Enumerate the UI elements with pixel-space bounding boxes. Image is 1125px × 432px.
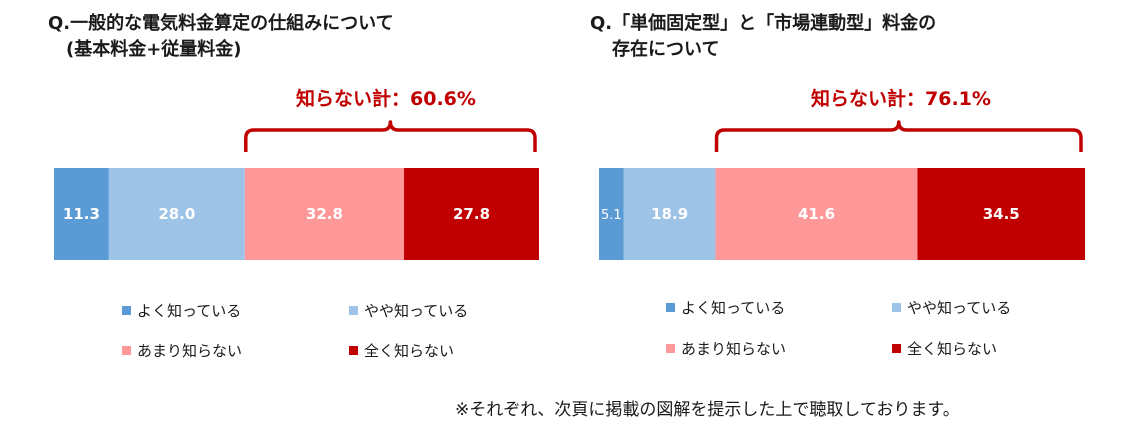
legend-swatch-yoku (666, 303, 675, 312)
chart1-bar-segment-3 (404, 168, 539, 260)
legend-swatch-yaya (892, 303, 901, 312)
chart2-legend-item-yoku: よく知っている (666, 297, 785, 318)
chart2-bar-segment-3 (917, 168, 1085, 260)
legend-label: 全く知らない (907, 340, 998, 358)
chart1-brace (244, 120, 537, 152)
legend-label: よく知っている (137, 302, 242, 320)
chart2-title-line2: 存在について (612, 39, 720, 60)
chart2-bar-segment-1 (623, 168, 716, 260)
legend-swatch-mattaku (892, 344, 901, 353)
footnote: ※それぞれ、次頁に掲載の図解を提示した上で聴取しております。 (455, 400, 960, 420)
legend-label: 全く知らない (364, 342, 455, 360)
chart2-brace (714, 120, 1083, 152)
legend-swatch-amari (666, 344, 675, 353)
legend-label: やや知っている (907, 299, 1012, 317)
chart2-brace-label: 知らない計：76.1% (811, 88, 991, 110)
chart2-legend-item-mattaku: 全く知らない (892, 338, 997, 359)
chart2-bar-segment-0 (599, 168, 624, 260)
chart1-data-label-2: 32.8 (306, 205, 343, 223)
legend-label: あまり知らない (137, 342, 243, 360)
legend-label: あまり知らない (681, 340, 787, 358)
chart1-data-label-0: 11.3 (63, 205, 100, 223)
chart1-legend-item-mattaku: 全く知らない (349, 340, 454, 361)
chart2-data-label-1: 18.9 (651, 205, 688, 223)
chart2-legend-item-amari: あまり知らない (666, 338, 786, 359)
chart1-title-line1: Q.一般的な電気料金算定の仕組みについて (48, 13, 394, 34)
chart2-title-line1: Q.「単価固定型」と「市場連動型」料金の (590, 13, 937, 34)
chart2-data-label-2: 41.6 (798, 205, 835, 223)
chart2-legend-item-yaya: やや知っている (892, 297, 1011, 318)
chart1-bar-segment-1 (108, 168, 245, 260)
chart1-data-label-1: 28.0 (158, 205, 195, 223)
legend-swatch-yoku (122, 306, 131, 315)
chart1-legend-item-yoku: よく知っている (122, 300, 241, 321)
legend-swatch-mattaku (349, 346, 358, 355)
chart1-title-line2: (基本料金+従量料金) (66, 39, 242, 60)
legend-label: よく知っている (681, 299, 786, 317)
legend-swatch-amari (122, 346, 131, 355)
chart2-data-label-3: 34.5 (983, 205, 1020, 223)
chart1-data-label-3: 27.8 (453, 205, 490, 223)
chart1-legend-item-amari: あまり知らない (122, 340, 242, 361)
chart1-bar-segment-2 (244, 168, 405, 260)
legend-swatch-yaya (349, 306, 358, 315)
chart2-data-label-0: 5.1 (601, 208, 622, 223)
chart1-brace-label: 知らない計：60.6% (296, 88, 476, 110)
chart2-bar-segment-2 (715, 168, 918, 260)
legend-label: やや知っている (364, 302, 469, 320)
chart1-bar-segment-0 (54, 168, 109, 260)
chart1-legend-item-yaya: やや知っている (349, 300, 468, 321)
